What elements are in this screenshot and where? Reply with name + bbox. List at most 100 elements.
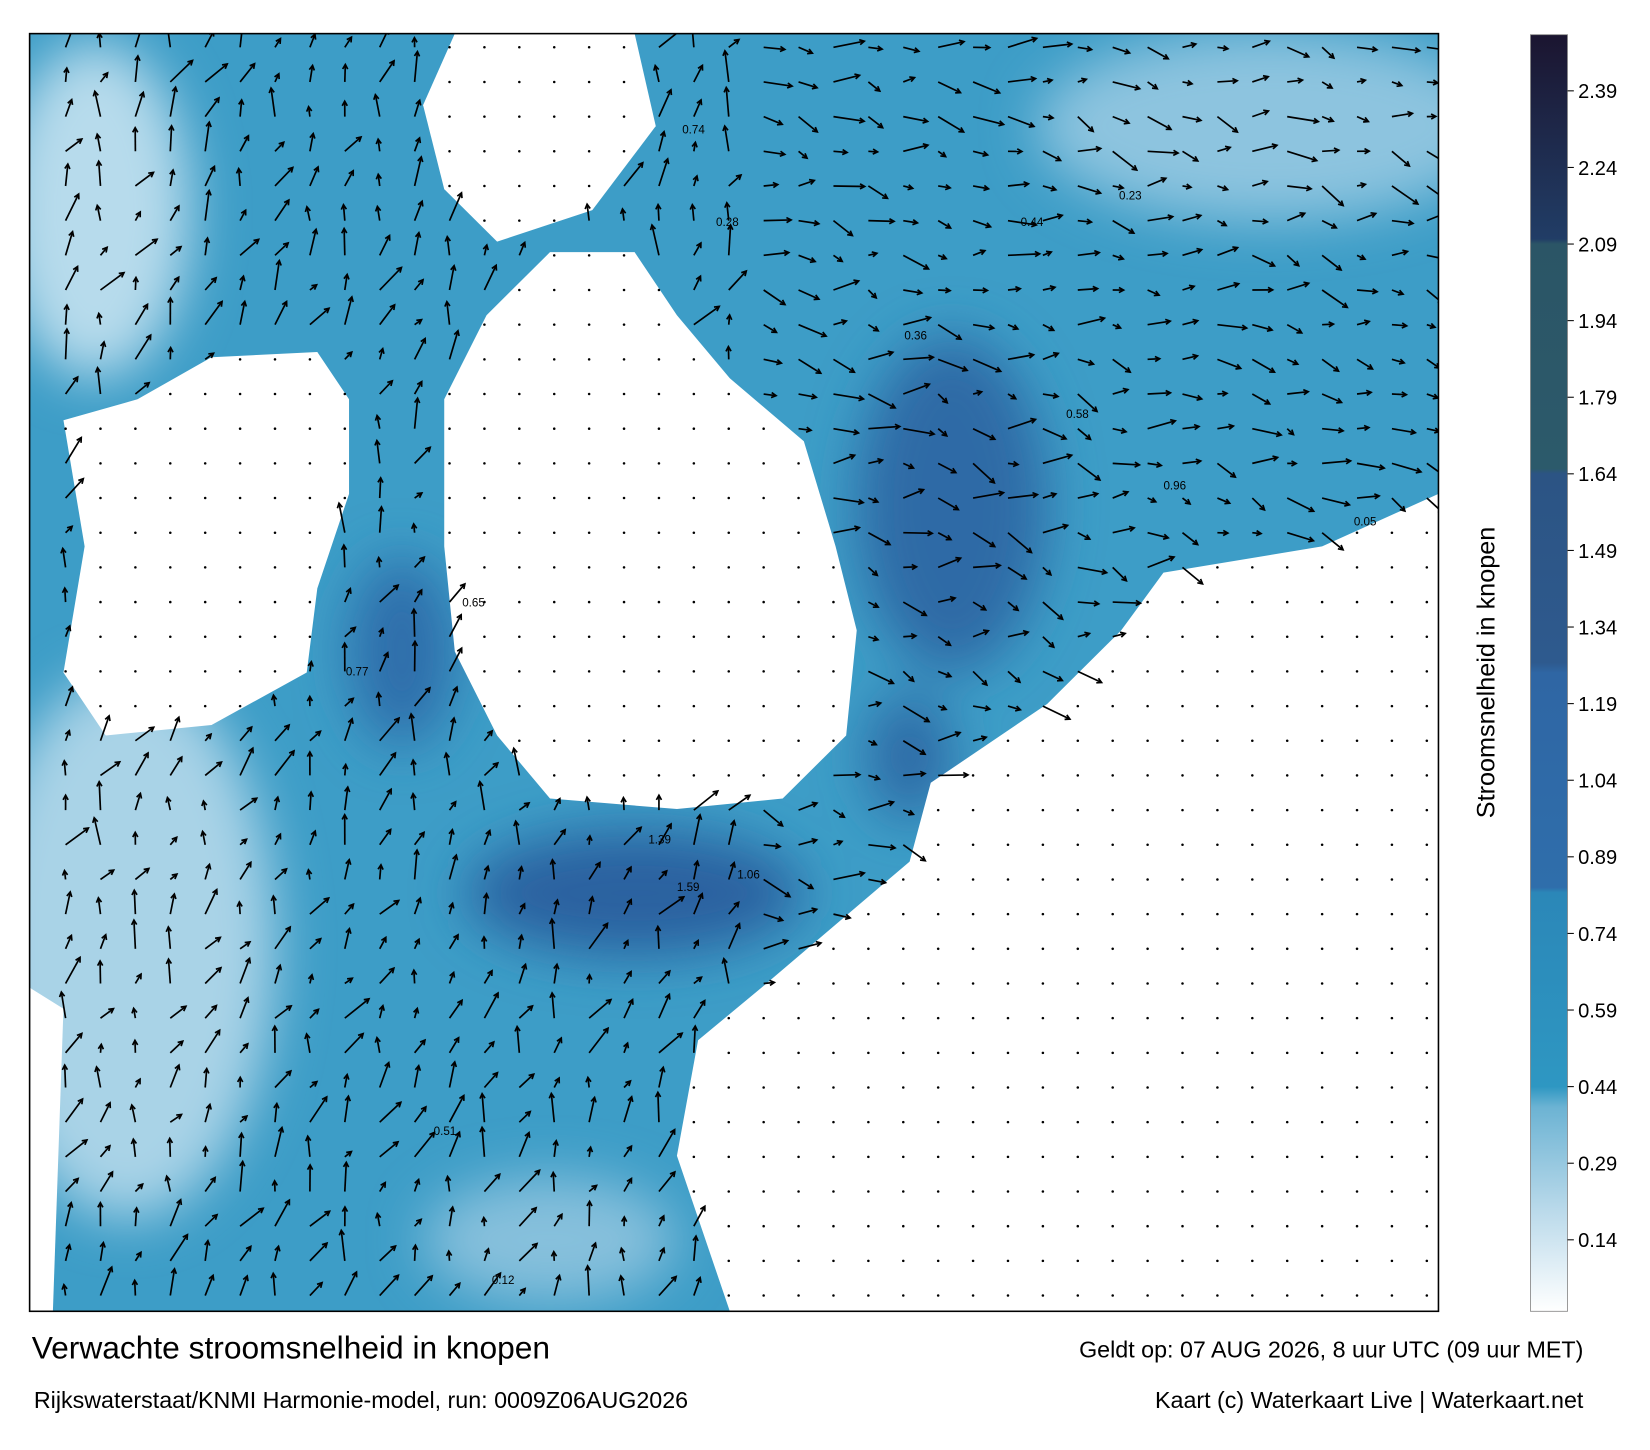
grid-dot	[1390, 1051, 1394, 1055]
arrow-head	[1232, 246, 1240, 253]
current-arrow	[413, 380, 423, 395]
current-arrow	[239, 860, 252, 880]
arrow-head	[1093, 249, 1101, 257]
current-arrow	[236, 900, 243, 915]
arrow-head	[922, 142, 930, 150]
arrow-head	[1190, 41, 1198, 49]
arrow-shaft	[1391, 289, 1404, 295]
arrow-shaft	[274, 1103, 278, 1123]
current-arrow	[309, 1095, 328, 1123]
arrow-shaft	[1077, 46, 1092, 51]
arrow-head	[384, 233, 391, 241]
grid-dot	[483, 462, 486, 465]
grid-dot	[1111, 1190, 1114, 1193]
arrow-head	[784, 891, 792, 898]
arrow-shaft	[169, 87, 177, 117]
arrow-head	[910, 632, 918, 640]
arrow-shaft	[1147, 420, 1176, 430]
current-arrow	[134, 33, 141, 48]
current-arrow	[413, 937, 421, 950]
arrow-head	[134, 54, 141, 62]
current-arrow	[443, 751, 451, 776]
arrow-shaft	[274, 260, 281, 291]
current-arrow	[693, 999, 706, 1019]
arrow-head	[872, 148, 880, 155]
arrow-head	[548, 1091, 556, 1099]
current-arrow	[1042, 601, 1064, 621]
arrow-shaft	[97, 161, 102, 187]
arrow-shaft	[309, 1242, 328, 1262]
current-arrow	[134, 1077, 141, 1088]
current-arrow	[341, 1205, 349, 1227]
grid-dot	[727, 566, 731, 569]
current-arrow	[1007, 36, 1039, 49]
arrow-shaft	[134, 1207, 138, 1227]
current-arrow	[307, 790, 315, 811]
grid-dot	[1041, 1016, 1045, 1020]
arrow-head	[945, 640, 952, 647]
arrow-head	[884, 539, 892, 546]
grid-dot	[971, 774, 975, 777]
arrow-head	[1291, 460, 1298, 467]
grid-dot	[483, 566, 486, 569]
grid-dot	[1320, 1051, 1324, 1055]
arrow-head	[549, 858, 557, 865]
arrow-head	[275, 963, 283, 971]
arrow-shaft	[937, 115, 965, 133]
grid-dot	[727, 670, 731, 673]
arrow-head	[1045, 569, 1053, 577]
arrow-shaft	[1007, 705, 1021, 711]
current-arrow	[1042, 351, 1060, 361]
arrow-head	[1030, 417, 1038, 424]
current-arrow	[902, 740, 927, 756]
arrow-head	[517, 933, 525, 941]
arrow-shaft	[588, 922, 609, 950]
grid-dot	[1355, 843, 1359, 847]
arrow-shaft	[239, 941, 251, 950]
arrow-shaft	[833, 74, 860, 83]
current-arrow	[204, 862, 212, 880]
current-arrow	[274, 1198, 291, 1227]
arrow-head	[459, 582, 466, 590]
current-arrow	[444, 299, 451, 325]
arrow-shaft	[132, 1139, 137, 1157]
arrow-shaft	[65, 827, 89, 846]
grid-dot	[762, 670, 765, 673]
current-arrow	[304, 1134, 312, 1157]
arrow-shaft	[1322, 149, 1339, 153]
arrow-head	[1222, 529, 1230, 537]
grid-dot	[587, 600, 591, 604]
arrow-head	[101, 933, 108, 941]
arrow-shaft	[937, 636, 951, 646]
current-arrow	[1042, 392, 1060, 400]
arrow-shaft	[763, 809, 784, 827]
grid-dot	[448, 150, 451, 153]
current-arrow	[413, 1064, 422, 1088]
current-arrow	[378, 626, 385, 638]
arrow-head	[945, 671, 953, 678]
arrow-head	[1015, 285, 1022, 293]
current-arrow	[344, 1032, 365, 1054]
arrow-shaft	[588, 1027, 609, 1054]
current-arrow	[309, 307, 331, 326]
current-arrow	[64, 728, 71, 742]
current-arrow	[309, 1008, 320, 1019]
arrow-head	[143, 751, 149, 759]
arrow-head	[174, 1063, 181, 1071]
arrow-head	[62, 793, 69, 801]
arrow-head	[882, 193, 889, 200]
arrow-head	[380, 935, 387, 943]
arrow-shaft	[412, 793, 416, 811]
arrow-shaft	[274, 965, 281, 984]
current-arrow	[274, 241, 290, 256]
arrow-head	[171, 835, 178, 843]
arrow-head	[136, 791, 143, 799]
arrow-head	[408, 712, 415, 720]
arrow-head	[411, 35, 418, 43]
grid-dot	[1251, 1259, 1254, 1263]
current-arrow	[1216, 462, 1237, 479]
arrow-head	[306, 750, 314, 758]
grid-dot	[762, 531, 765, 534]
arrow-shaft	[167, 959, 172, 984]
arrow-shaft	[1391, 497, 1406, 512]
